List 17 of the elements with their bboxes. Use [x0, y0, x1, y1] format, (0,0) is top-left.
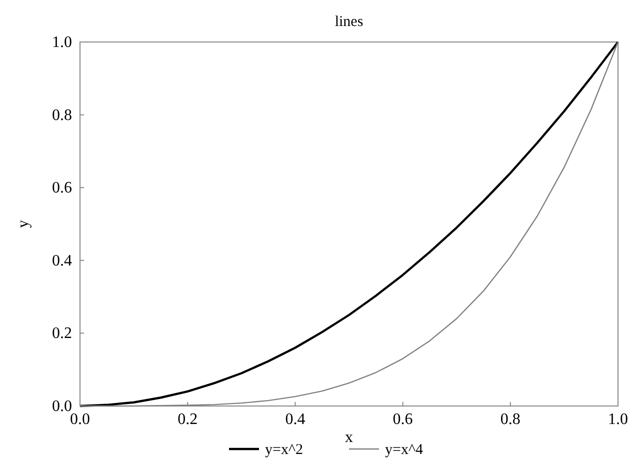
- chart-title: lines: [334, 14, 364, 30]
- y-tick-label: 0.2: [52, 325, 72, 342]
- x-tick-label: 0.4: [285, 411, 306, 428]
- x-tick-label: 1.0: [608, 411, 628, 428]
- y-tick-label: 0.8: [52, 106, 72, 124]
- y-tick-label: 1.0: [52, 34, 72, 51]
- legend-label: y=x^2: [265, 442, 303, 458]
- x-tick-label: 0.0: [70, 411, 90, 428]
- y-axis-title: y: [15, 220, 32, 228]
- y-tick-label: 0.6: [52, 180, 72, 197]
- y-tick-label: 0.4: [52, 252, 72, 270]
- legend-label: y=x^4: [385, 442, 424, 458]
- y-tick-label: 0.0: [52, 398, 72, 415]
- x-tick-label: 0.6: [392, 411, 413, 428]
- x-tick-label: 0.8: [500, 411, 520, 428]
- x-tick-label: 0.2: [178, 411, 198, 428]
- x-axis-title: x: [345, 429, 353, 446]
